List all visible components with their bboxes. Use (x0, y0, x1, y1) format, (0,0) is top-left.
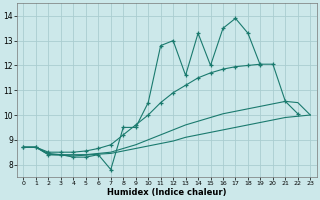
X-axis label: Humidex (Indice chaleur): Humidex (Indice chaleur) (107, 188, 227, 197)
